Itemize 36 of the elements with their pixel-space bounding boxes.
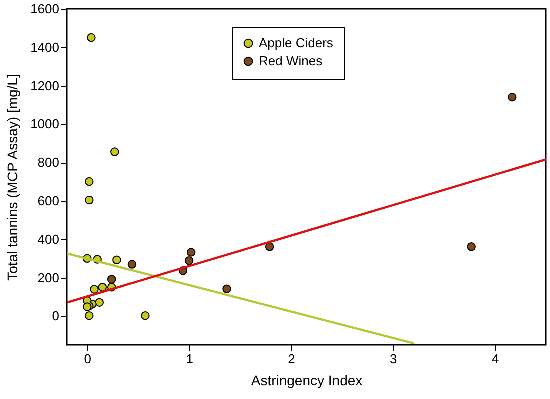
- point: [265, 242, 274, 252]
- x-tick-label: 4: [492, 352, 500, 366]
- point: [85, 177, 94, 186]
- y-tick-label: 1400: [30, 40, 60, 55]
- point: [508, 92, 517, 102]
- y-tick-label: 1600: [30, 2, 60, 16]
- point: [87, 33, 96, 42]
- x-axis-title: Astringency Index: [251, 372, 363, 388]
- point: [222, 284, 232, 294]
- point: [184, 256, 194, 266]
- legend-label: Apple Ciders: [259, 36, 334, 50]
- x-tick-label: 1: [186, 352, 194, 366]
- point: [467, 242, 476, 252]
- point: [186, 248, 196, 257]
- point: [95, 298, 104, 307]
- point: [110, 148, 120, 156]
- x-tick-label: 0: [84, 352, 92, 366]
- x-tick-label: 3: [390, 352, 398, 366]
- point: [85, 196, 94, 205]
- y-tick-label: 400: [38, 232, 60, 247]
- point: [98, 283, 108, 292]
- y-tick-label: 0: [52, 308, 60, 324]
- legend-label: Red Wines: [259, 54, 324, 68]
- point: [107, 275, 116, 284]
- y-tick-label: 1000: [30, 116, 60, 132]
- point: [85, 311, 94, 320]
- point: [90, 285, 99, 294]
- y-tick-label: 200: [38, 270, 60, 286]
- point: [128, 260, 137, 269]
- y-axis-title: Total tannins (MCP Assay) [mg/L]: [4, 74, 21, 281]
- point: [112, 256, 122, 264]
- y-tick-label: 800: [38, 155, 60, 170]
- y-tick-label: 1200: [30, 78, 60, 94]
- x-tick-label: 2: [288, 352, 296, 366]
- point: [141, 311, 150, 320]
- y-tick-label: 600: [38, 194, 60, 208]
